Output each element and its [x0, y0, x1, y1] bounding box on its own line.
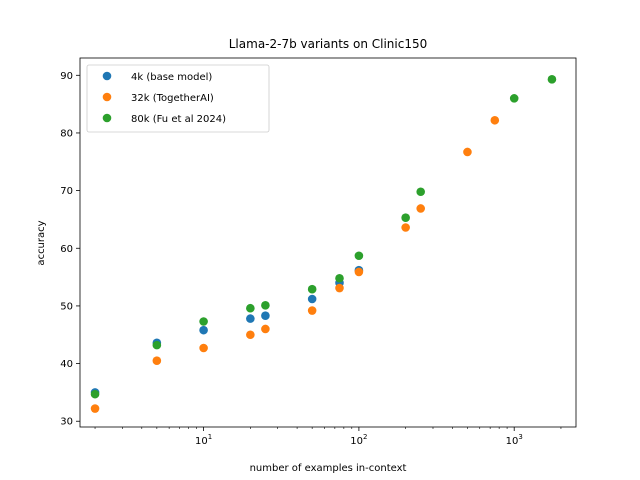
chart-title: Llama-2-7b variants on Clinic150: [229, 37, 427, 51]
y-tick-label: 90: [60, 71, 73, 82]
y-tick-label: 80: [60, 128, 73, 139]
data-point-series-0-4: [261, 311, 270, 321]
legend-marker: [102, 71, 112, 81]
data-point-series-2-7: [354, 251, 364, 261]
data-point-series-0-2: [199, 325, 208, 335]
x-tick-label: 102: [350, 433, 367, 447]
data-point-series-2-3: [246, 303, 255, 313]
data-point-series-2-1: [152, 340, 162, 350]
x-tick-label: 103: [506, 433, 523, 447]
data-point-series-0-5: [307, 294, 317, 304]
data-point-series-2-10: [509, 94, 519, 103]
legend-box: [86, 64, 270, 133]
legend-marker: [102, 92, 112, 102]
plot-area-frame: [79, 57, 577, 428]
data-point-series-1-7: [354, 267, 364, 277]
data-points: [90, 75, 557, 413]
data-point-series-1-2: [199, 343, 208, 353]
legend-marker: [102, 113, 112, 123]
data-point-series-1-3: [246, 330, 255, 340]
data-point-series-2-2: [199, 317, 208, 326]
data-point-series-1-10: [463, 147, 472, 157]
data-point-series-0-3: [246, 314, 255, 323]
y-axis-ticks: 30 40 50 60 70 80 90: [60, 71, 80, 428]
legend-label: 4k (base model): [131, 72, 212, 83]
legend-label: 80k (Fu et al 2024): [131, 114, 226, 125]
legend: 4k (base model) 32k (TogetherAI) 80k (Fu e…: [86, 64, 270, 133]
data-point-series-1-8: [401, 223, 410, 232]
data-point-series-2-5: [307, 284, 317, 294]
data-point-series-1-5: [307, 306, 317, 315]
y-tick-label: 40: [60, 359, 73, 370]
data-point-series-1-1: [152, 356, 162, 366]
data-point-series-2-11: [547, 75, 557, 84]
data-point-series-1-4: [261, 324, 270, 334]
y-tick-label: 70: [60, 186, 73, 197]
y-tick-label: 30: [60, 417, 73, 428]
data-point-series-1-0: [90, 404, 100, 413]
x-axis-label: number of examples in-context: [250, 463, 407, 474]
data-point-series-2-9: [416, 187, 426, 197]
data-point-series-2-6: [335, 273, 344, 283]
data-point-series-2-4: [261, 301, 270, 310]
data-point-series-2-0: [90, 389, 100, 399]
y-tick-label: 50: [60, 301, 73, 312]
data-point-series-1-11: [490, 115, 500, 125]
x-tick-label: 101: [195, 433, 212, 447]
y-tick-label: 60: [60, 244, 73, 255]
data-point-series-2-8: [401, 213, 410, 223]
data-point-series-1-6: [335, 283, 344, 293]
y-axis-label: accuracy: [36, 220, 47, 265]
x-axis-ticks: 101 102 103: [94, 427, 562, 447]
legend-label: 32k (TogetherAI): [131, 93, 214, 104]
data-point-series-1-9: [416, 204, 426, 213]
